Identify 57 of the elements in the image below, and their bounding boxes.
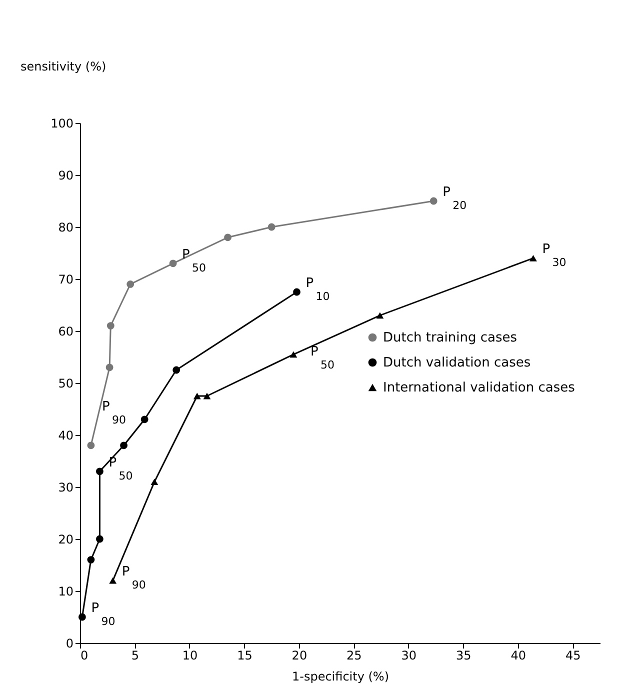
legend-label: Dutch validation cases xyxy=(383,356,531,370)
y-tick-label: 60 xyxy=(58,324,74,338)
point xyxy=(376,312,384,319)
annotation: P20 xyxy=(442,185,467,212)
x-tick-label: 5 xyxy=(131,648,140,662)
x-tick-label: 10 xyxy=(182,648,198,662)
y-tick-label: 40 xyxy=(58,428,74,442)
legend-label: Dutch training cases xyxy=(383,330,518,346)
x-tick-label: 35 xyxy=(456,648,472,662)
annotation: P50 xyxy=(310,344,334,372)
point xyxy=(87,442,95,450)
annotation: P50 xyxy=(182,247,206,274)
point xyxy=(193,392,201,400)
point xyxy=(268,223,276,231)
point xyxy=(87,556,95,564)
annotation: P90 xyxy=(122,564,146,592)
annotation: P30 xyxy=(542,242,566,270)
annotation: P90 xyxy=(102,399,126,426)
legend-label: International validation cases xyxy=(383,380,576,396)
point xyxy=(530,254,537,262)
x-tick-label: 30 xyxy=(401,648,417,662)
y-tick-label: 100 xyxy=(50,116,74,130)
y-tick-label: 90 xyxy=(58,168,74,182)
annotation: P10 xyxy=(306,276,330,303)
y-tick-label: 80 xyxy=(58,220,74,234)
point xyxy=(172,366,180,374)
point xyxy=(106,364,114,372)
point xyxy=(78,613,86,621)
x-tick-label: 40 xyxy=(510,648,526,662)
y-axis-title: sensitivity (%) xyxy=(20,60,106,74)
point xyxy=(430,197,438,205)
point xyxy=(140,416,148,424)
y-tick-label: 50 xyxy=(58,376,74,390)
point xyxy=(120,442,128,450)
annotation: P90 xyxy=(91,601,116,628)
x-axis-title: 1-specificity (%) xyxy=(292,670,390,684)
y-tick-label: 70 xyxy=(58,272,74,286)
point xyxy=(109,577,117,584)
point xyxy=(169,260,177,268)
x-tick-label: 45 xyxy=(565,648,581,662)
point xyxy=(203,392,211,400)
x-tick-label: 15 xyxy=(237,648,252,662)
point xyxy=(150,478,158,486)
point xyxy=(290,351,298,358)
y-tick-label: 10 xyxy=(58,584,74,598)
point xyxy=(96,468,104,476)
point xyxy=(293,288,300,296)
point xyxy=(126,280,134,288)
x-tick-label: 20 xyxy=(292,648,308,662)
x-tick-label: 25 xyxy=(346,648,362,662)
x-tick-label: 0 xyxy=(80,648,88,662)
point xyxy=(106,322,114,330)
y-tick-label: 30 xyxy=(58,480,74,494)
point xyxy=(96,535,104,543)
y-tick-label: 20 xyxy=(58,532,74,546)
point xyxy=(224,234,232,242)
y-tick-label: 0 xyxy=(66,636,74,650)
